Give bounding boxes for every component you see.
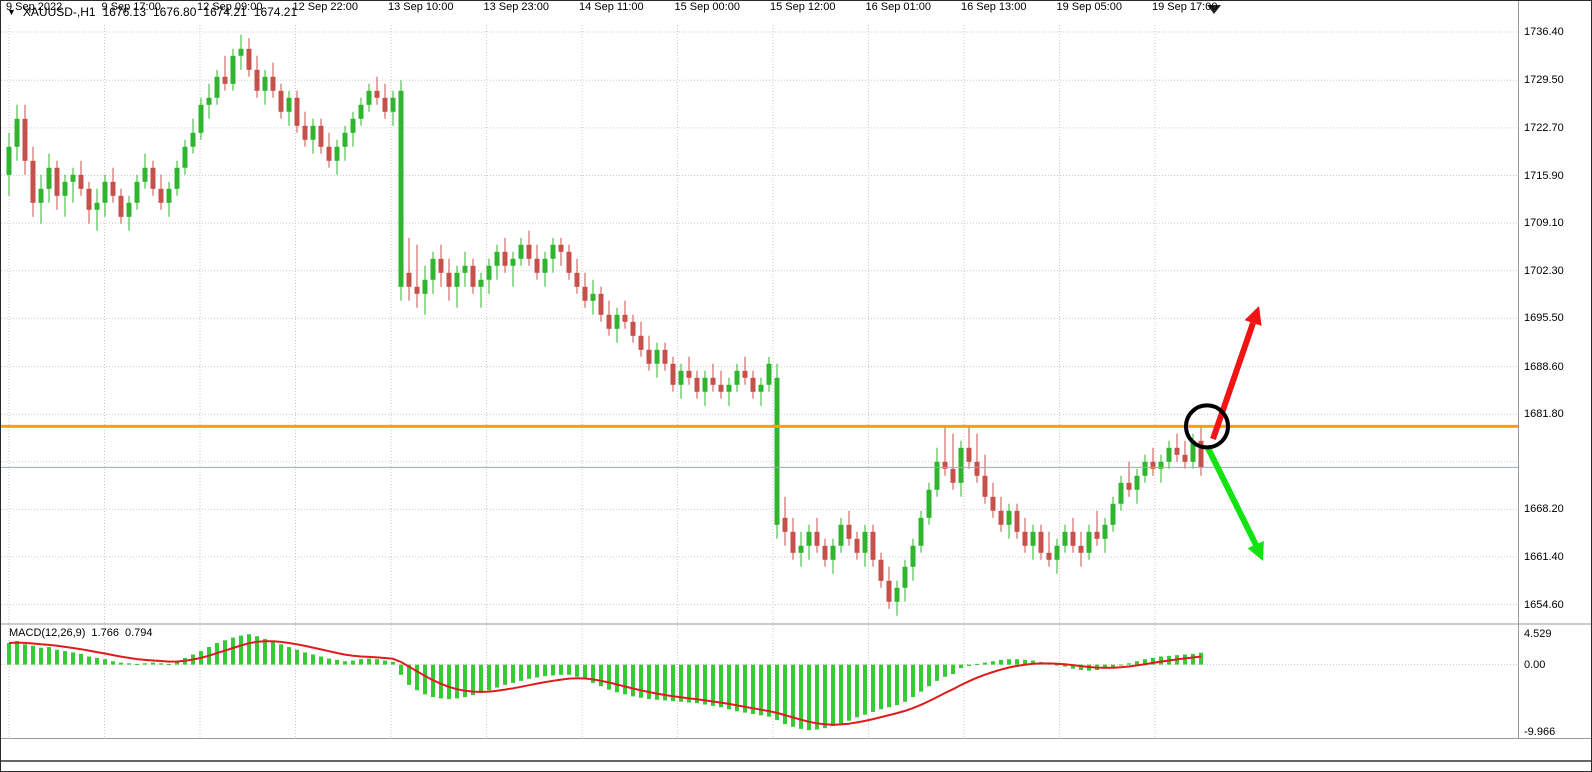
up-arrow[interactable] bbox=[1210, 322, 1256, 440]
time-axis-label: 12 Sep 22:00 bbox=[292, 1, 358, 13]
grid bbox=[1, 25, 1518, 737]
resistance-price-tag: 1680.06 bbox=[1524, 420, 1564, 432]
time-axis-label: 15 Sep 12:00 bbox=[770, 1, 836, 13]
macd-signal-value: 0.794 bbox=[124, 627, 153, 639]
price-axis-label: 1681.80 bbox=[1524, 408, 1564, 421]
time-axis-label: 12 Sep 09:00 bbox=[197, 1, 263, 13]
macd-histogram bbox=[7, 634, 1203, 731]
price-axis-label: 1729.50 bbox=[1524, 74, 1564, 87]
macd-axis-label: -9.966 bbox=[1524, 726, 1556, 738]
price-axis-label: 1722.70 bbox=[1524, 121, 1564, 134]
symbol-dropdown-icon[interactable]: ▼ bbox=[7, 7, 16, 17]
price-axis-label: 1736.40 bbox=[1524, 26, 1564, 38]
up-arrow-head-icon[interactable] bbox=[1244, 306, 1262, 326]
time-axis-label: 15 Sep 00:00 bbox=[674, 1, 740, 13]
candlesticks bbox=[6, 34, 1204, 616]
chart-shift-marker-icon[interactable] bbox=[1207, 5, 1221, 14]
highlight-circle[interactable] bbox=[1184, 403, 1230, 450]
symbol-bar: ▼ XAUUSD-,H1 1676.13 1676.80 1674.21 167… bbox=[7, 5, 297, 19]
time-axis-label: 16 Sep 01:00 bbox=[865, 1, 931, 13]
ohlc-high: 1676.80 bbox=[153, 5, 197, 19]
macd-axis-label: 4.529 bbox=[1524, 628, 1552, 640]
macd-indicator-label: MACD(12,26,9) 1.766 0.794 bbox=[9, 627, 152, 639]
window-bottom-edge bbox=[1, 760, 1591, 762]
macd-name: MACD(12,26,9) bbox=[9, 627, 86, 639]
macd-signal-line bbox=[8, 640, 1202, 726]
macd-axis-label: 0.00 bbox=[1524, 658, 1546, 671]
down-arrow[interactable] bbox=[1204, 444, 1259, 547]
time-axis-label: 9 Sep 17:00 bbox=[101, 1, 161, 13]
time-axis-label: 9 Sep 2022 bbox=[6, 1, 63, 13]
price-axis-label: 1688.60 bbox=[1524, 360, 1564, 373]
price-axis-label: 1661.40 bbox=[1524, 551, 1564, 563]
price-axis-label: 1668.20 bbox=[1524, 503, 1564, 516]
bid-price-tag: 1674.21 bbox=[1524, 461, 1564, 473]
price-axis-label: 1709.10 bbox=[1524, 217, 1564, 230]
down-arrow-head-icon[interactable] bbox=[1247, 540, 1264, 561]
time-axis-label: 14 Sep 11:00 bbox=[579, 1, 644, 13]
time-axis-label: 19 Sep 17:00 bbox=[1152, 1, 1218, 13]
price-axis-label: 1702.30 bbox=[1524, 264, 1564, 277]
ohlc-open: 1676.13 bbox=[102, 5, 146, 19]
price-axis-label: 1654.60 bbox=[1524, 598, 1564, 611]
price-axis-label: 1695.50 bbox=[1524, 312, 1564, 325]
macd-main-value: 1.766 bbox=[91, 627, 119, 639]
time-axis-label: 13 Sep 23:00 bbox=[483, 1, 549, 13]
time-axis-label: 13 Sep 10:00 bbox=[388, 1, 454, 13]
annotations bbox=[1184, 5, 1264, 561]
price-axis-label: 1715.90 bbox=[1524, 169, 1564, 182]
time-axis-label: 16 Sep 13:00 bbox=[961, 1, 1027, 13]
time-axis-label: 19 Sep 05:00 bbox=[1056, 1, 1122, 13]
ohlc-low: 1674.21 bbox=[203, 5, 247, 19]
ohlc-close: 1674.21 bbox=[253, 5, 298, 19]
symbol-name: XAUUSD-,H1 bbox=[22, 5, 96, 19]
